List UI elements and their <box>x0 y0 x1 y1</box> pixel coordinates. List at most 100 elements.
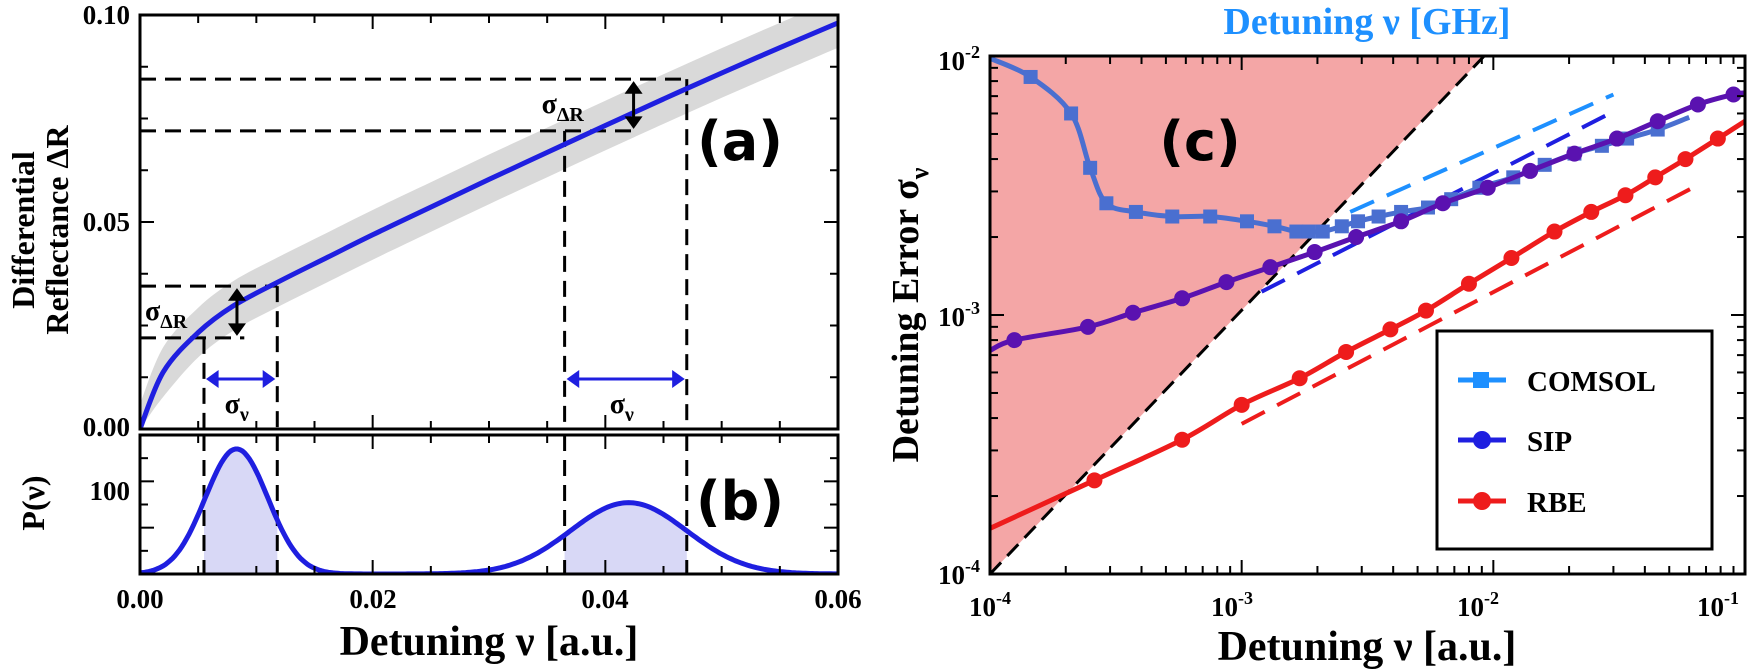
c-series-comsol-point <box>1351 214 1366 229</box>
b-guide-lines <box>202 435 689 574</box>
a-ytick-0: 0.00 <box>83 412 130 442</box>
c-series-sip-point <box>1262 259 1279 276</box>
legend-sip-marker <box>1473 431 1491 449</box>
b-xlabel: Detuning ν [a.u.] <box>340 619 639 665</box>
c-xtick-1: 10-3 <box>1211 588 1253 622</box>
c-legend: COMSOL SIP RBE <box>1435 329 1714 551</box>
a-nu-arrow-left-1 <box>205 370 219 388</box>
legend-comsol-marker <box>1473 372 1489 388</box>
a-uncertainty-band <box>140 15 838 429</box>
a-nu-arrow-left-2 <box>566 370 580 388</box>
c-series-comsol-point <box>1301 224 1316 239</box>
a-guide-lines <box>140 77 689 429</box>
c-diagonal-line <box>990 56 1486 574</box>
c-series-rbe-point <box>1503 249 1520 266</box>
c-series-comsol-point <box>1099 196 1114 211</box>
c-xtick-2: 10-2 <box>1457 588 1499 622</box>
c-series-comsol-point <box>1239 214 1254 229</box>
c-series-rbe-point <box>1382 321 1399 338</box>
a-dr-arrow-bottom-2 <box>624 116 643 129</box>
c-series-sip-point <box>1393 213 1410 230</box>
c-series-sip-point <box>1522 162 1539 179</box>
c-series-rbe-point <box>1291 370 1308 387</box>
c-reference-line-1 <box>1349 92 1615 214</box>
c-reference-line-3 <box>1240 185 1694 426</box>
a-arrows <box>205 81 685 388</box>
c-series-rbe-point <box>1417 302 1434 319</box>
c-series-comsol-point <box>1128 204 1143 219</box>
legend-comsol-label: COMSOL <box>1527 366 1656 398</box>
b-shaded-region-2 <box>564 502 687 574</box>
c-ylabel: Detuning Error σν <box>885 167 934 462</box>
c-series-rbe-point <box>1460 275 1477 292</box>
legend-rbe-marker <box>1473 492 1491 510</box>
c-series-sip-point <box>1566 145 1583 162</box>
c-series-sip-point <box>1306 244 1323 261</box>
legend-sip: SIP <box>1458 426 1572 458</box>
c-series-sip-point <box>1348 229 1365 246</box>
legend-rbe: RBE <box>1458 487 1587 519</box>
c-panel-label: (c) <box>1159 110 1240 173</box>
a-sigma-dr-1: σΔR <box>145 296 188 333</box>
c-series-comsol-point <box>1165 209 1180 224</box>
c-series-comsol-point <box>1371 209 1386 224</box>
c-xtick-3: 10-1 <box>1697 588 1739 622</box>
a-nu-arrow-right-1 <box>262 370 276 388</box>
c-series-rbe-point <box>1174 431 1191 448</box>
c-ticks <box>989 55 1746 575</box>
c-series-rbe-point <box>1086 472 1103 489</box>
a-sigma-dr-2: σΔR <box>542 89 585 126</box>
c-reference-line-2 <box>1260 109 1615 294</box>
panel-b: 100 P(ν) 0.00 0.02 0.04 0.06 Detuning ν … <box>15 433 862 665</box>
legend-comsol: COMSOL <box>1458 366 1656 398</box>
a-ytick-1: 0.05 <box>83 207 130 237</box>
a-dr-arrow-top-2 <box>624 81 643 94</box>
b-ytick-100: 100 <box>90 476 131 506</box>
c-series-rbe-point <box>1709 130 1726 147</box>
c-series-comsol-point <box>1315 224 1330 239</box>
c-xlabel: Detuning ν [a.u.] <box>1218 624 1517 669</box>
c-series-sip-point <box>1174 290 1191 307</box>
c-series-rbe-point <box>1583 203 1600 220</box>
c-series-sip-point <box>1649 113 1666 130</box>
b-ticks <box>139 434 839 575</box>
a-dr-arrow-top-1 <box>227 288 246 301</box>
c-ytick-1: 10-3 <box>938 298 980 332</box>
c-series-sip-point <box>1725 86 1742 103</box>
c-series-sip-point <box>1434 195 1451 212</box>
c-series-rbe-point <box>1677 151 1694 168</box>
a-nu-arrow-right-2 <box>672 370 685 388</box>
c-series-comsol-point <box>1289 224 1304 239</box>
c-series-rbe-point <box>1617 187 1634 204</box>
b-xtick-1: 0.02 <box>349 584 396 614</box>
c-xtick-0: 10-4 <box>969 588 1011 622</box>
c-series-sip-point <box>1218 274 1235 291</box>
a-sigma-nu-2: σν <box>610 389 634 426</box>
c-series-sip-point <box>1689 96 1706 113</box>
panel-a: 0.00 0.05 0.10 Differential Reflectance … <box>5 0 840 442</box>
a-sigma-nu-1: σν <box>225 389 249 426</box>
c-series-comsol-point <box>1203 209 1218 224</box>
a-reflectance-curve <box>140 20 838 429</box>
b-panel-label: (b) <box>696 470 784 533</box>
c-ytick-2: 10-2 <box>938 42 980 76</box>
a-ticks <box>139 14 839 430</box>
c-series-comsol-point <box>1064 106 1079 121</box>
c-series-sip-point <box>1124 304 1141 321</box>
a-ylabel-line2: Reflectance ΔR <box>39 124 75 334</box>
c-series-comsol-point <box>1083 160 1098 175</box>
c-series-sip-point <box>1079 318 1096 335</box>
legend-sip-label: SIP <box>1527 426 1572 458</box>
c-series-comsol-point <box>1334 219 1349 234</box>
c-title: Detuning ν [GHz] <box>1223 1 1510 43</box>
a-dr-arrow-bottom-1 <box>227 323 246 336</box>
panel-c: 10-4 10-3 10-2 10-4 10-3 10-2 10-1 Detun… <box>885 1 1747 669</box>
c-series-sip-point <box>1006 332 1023 349</box>
b-shaded-region-1 <box>204 448 278 574</box>
b-xtick-2: 0.04 <box>581 584 628 614</box>
c-series-rbe-point <box>1233 396 1250 413</box>
c-ytick-0: 10-4 <box>938 556 980 590</box>
c-series-rbe-point <box>1338 343 1355 360</box>
a-ylabel-line1: Differential <box>5 151 41 309</box>
